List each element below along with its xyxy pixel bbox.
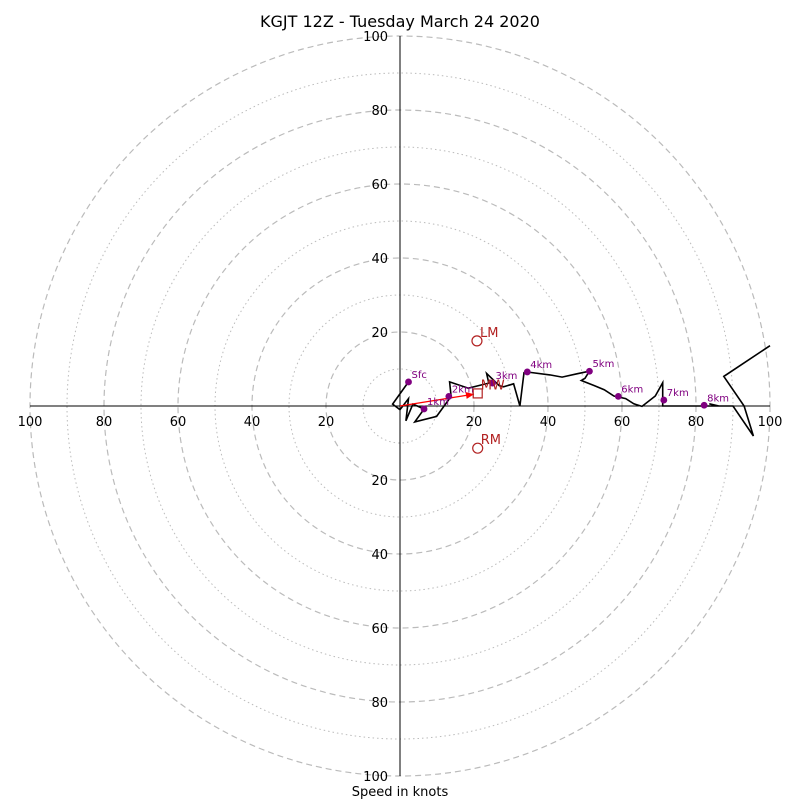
height-marker-point bbox=[700, 401, 708, 409]
height-marker-point bbox=[445, 392, 453, 400]
height-marker-label: 2km bbox=[452, 384, 474, 395]
height-marker-point bbox=[523, 368, 531, 376]
y-tick-label: 20 bbox=[371, 326, 388, 341]
height-marker-point bbox=[586, 367, 593, 375]
mean-wind-vector bbox=[399, 392, 475, 407]
height-marker-point bbox=[614, 392, 622, 400]
height-marker-label: 1km bbox=[427, 397, 449, 408]
height-marker-label: 5km bbox=[592, 359, 614, 370]
x-tick-label: 40 bbox=[244, 415, 261, 430]
hodograph-trace-line bbox=[391, 345, 771, 437]
x-tick-label: 20 bbox=[318, 415, 335, 430]
x-tick-label: 40 bbox=[540, 415, 557, 430]
storm-motion-label: MW bbox=[481, 378, 505, 393]
chart-title: KGJT 12Z - Tuesday March 24 2020 bbox=[260, 12, 540, 31]
y-tick-label: 40 bbox=[371, 252, 388, 267]
y-tick-label: 80 bbox=[371, 104, 388, 119]
height-marker-point bbox=[420, 405, 428, 413]
y-tick-label: 100 bbox=[363, 30, 388, 45]
storm-motion-marker bbox=[471, 335, 483, 347]
height-marker-point bbox=[489, 379, 496, 387]
x-tick-label: 60 bbox=[170, 415, 187, 430]
x-tick-label: 20 bbox=[466, 415, 483, 430]
wind-trace bbox=[391, 345, 771, 437]
x-tick-label: 100 bbox=[758, 415, 783, 430]
mean-wind-vector-shaft bbox=[399, 393, 475, 407]
storm-motion-marker bbox=[472, 442, 484, 454]
storm-motion-label: LM bbox=[480, 326, 498, 341]
storm-motion-marker bbox=[472, 388, 483, 399]
height-marker-point bbox=[660, 396, 668, 404]
y-tick-label: 80 bbox=[371, 696, 388, 711]
y-tick-label: 60 bbox=[371, 178, 388, 193]
mean-wind-vector-arrowhead bbox=[465, 392, 474, 399]
height-marker-point bbox=[405, 378, 412, 386]
storm-motion-markers: LM RM MW bbox=[471, 326, 505, 454]
y-tick-label: 40 bbox=[371, 548, 388, 563]
height-marker-label: 6km bbox=[621, 384, 643, 395]
height-marker-label: 7km bbox=[667, 388, 689, 399]
x-tick-label: 60 bbox=[614, 415, 631, 430]
x-axis-label: Speed in knots bbox=[352, 785, 449, 800]
x-tick-label: 100 bbox=[18, 415, 43, 430]
height-marker-label: Sfc bbox=[412, 370, 427, 381]
y-tick-label: 60 bbox=[371, 622, 388, 637]
y-tick-label: 100 bbox=[363, 770, 388, 785]
height-marker-label: 4km bbox=[530, 360, 552, 371]
storm-motion-label: RM bbox=[481, 433, 501, 448]
x-tick-label: 80 bbox=[688, 415, 705, 430]
height-marker-label: 3km bbox=[496, 371, 518, 382]
height-marker-label: 8km bbox=[707, 393, 729, 404]
x-tick-label: 80 bbox=[96, 415, 113, 430]
y-tick-label: 20 bbox=[371, 474, 388, 489]
tick-labels: 100 80 60 40 20 20 40 60 80 100 100 80 60 40 20 20 40 60 8… bbox=[18, 30, 783, 785]
